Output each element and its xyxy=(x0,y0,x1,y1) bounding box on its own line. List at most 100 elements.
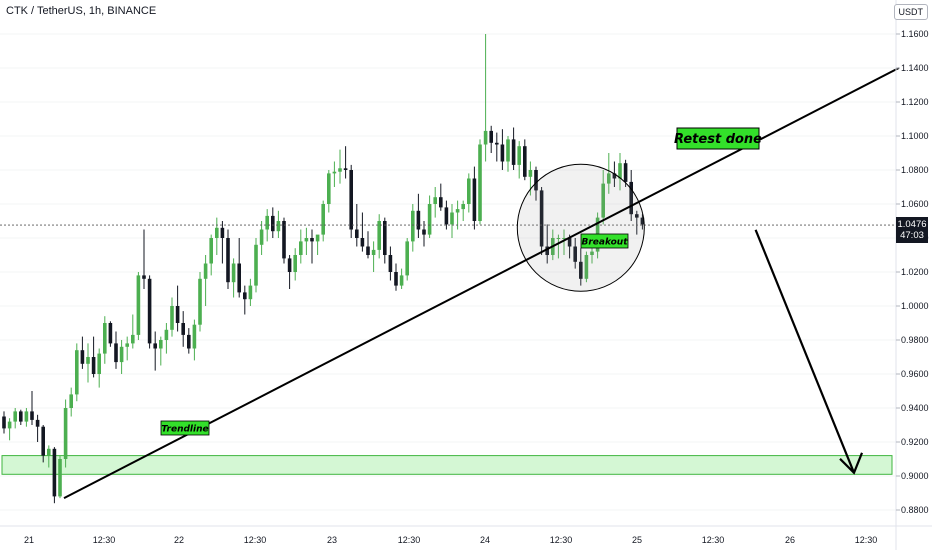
candle-body xyxy=(355,229,359,238)
candle-body xyxy=(478,144,482,221)
x-tick-label: 12:30 xyxy=(398,535,421,545)
candle xyxy=(209,234,213,276)
candle xyxy=(371,241,376,272)
y-axis-ticks: 1.1600 1.1400 1.1200 1.1000 1.0800 1.0600 1.04… xyxy=(896,29,929,515)
candle xyxy=(349,164,353,238)
candle-body xyxy=(97,353,101,374)
candle xyxy=(103,316,107,364)
candle-body xyxy=(231,263,236,283)
candle xyxy=(635,210,639,235)
candle-body xyxy=(523,146,527,177)
candle-body xyxy=(282,221,286,259)
candle-body xyxy=(607,173,611,184)
candle-body xyxy=(136,275,141,335)
candle-body xyxy=(584,255,589,279)
trendline-label: Trendline xyxy=(160,420,210,436)
candle xyxy=(467,173,471,213)
candle xyxy=(483,34,488,162)
candle xyxy=(175,285,180,332)
candle-body xyxy=(243,292,247,300)
y-tick-label: 1.1200 xyxy=(901,97,929,107)
candle-body xyxy=(164,329,169,340)
candle xyxy=(556,234,561,259)
candle-body xyxy=(528,170,533,177)
last-price-value: 1.0476 xyxy=(897,219,927,230)
currency-badge[interactable]: USDT xyxy=(893,4,928,20)
candle xyxy=(91,336,96,378)
candle xyxy=(444,200,449,230)
x-tick-label: 12:30 xyxy=(550,535,573,545)
candle-body xyxy=(276,221,281,232)
candle xyxy=(366,231,370,259)
candle-body xyxy=(371,249,376,255)
last-price-tag: 1.0476 47:03 xyxy=(896,217,928,243)
candle-body xyxy=(91,357,96,374)
candle-body xyxy=(142,275,146,279)
candle-body xyxy=(327,173,331,204)
candle-body xyxy=(495,142,499,145)
candle-body xyxy=(534,170,538,191)
y-tick-label: 1.1400 xyxy=(901,63,929,73)
candle-body xyxy=(119,346,124,363)
candle xyxy=(640,214,645,230)
candle-body xyxy=(69,394,73,408)
candle-body xyxy=(612,173,617,179)
candle-body xyxy=(567,238,572,247)
candle xyxy=(321,200,325,242)
candle xyxy=(315,234,320,255)
candle xyxy=(478,139,482,225)
candle xyxy=(231,258,236,298)
candle-body xyxy=(405,241,409,276)
candle xyxy=(254,238,258,293)
candle xyxy=(506,136,510,172)
candle-body xyxy=(30,411,34,420)
candle xyxy=(411,204,415,252)
y-tick-label: 1.1600 xyxy=(901,29,929,39)
candle xyxy=(299,229,303,264)
candle xyxy=(2,411,6,434)
candle xyxy=(47,445,51,468)
candle-body xyxy=(192,324,197,349)
candle xyxy=(327,170,331,213)
candle xyxy=(97,348,101,388)
candle xyxy=(310,229,314,264)
candle xyxy=(114,331,118,369)
candle xyxy=(573,238,577,269)
candle xyxy=(416,193,421,238)
candle xyxy=(545,224,549,264)
candle-body xyxy=(226,238,230,283)
candle xyxy=(153,331,157,371)
candle-body xyxy=(506,139,510,162)
retest-label: Retest done xyxy=(674,127,762,150)
candle-body xyxy=(52,448,57,497)
candle-body xyxy=(399,275,404,286)
candle xyxy=(220,221,225,264)
candle xyxy=(618,153,622,191)
candle-body xyxy=(47,448,51,456)
candle xyxy=(164,323,169,354)
candle-body xyxy=(640,217,645,225)
x-axis-ticks: 21 12:30 22 12:30 23 12:30 24 12:30 25 12:30 26 12:… xyxy=(24,535,877,545)
candle-body xyxy=(500,144,505,162)
candle-body xyxy=(321,204,325,235)
candle xyxy=(304,227,309,255)
x-tick-label: 24 xyxy=(480,535,490,545)
candle-body xyxy=(299,241,303,255)
candle-body xyxy=(539,190,544,247)
candle-body xyxy=(579,261,583,279)
candle-body xyxy=(450,212,454,225)
candle-body xyxy=(35,419,40,427)
candle-body xyxy=(147,278,152,344)
candle xyxy=(13,408,17,429)
candle-body xyxy=(254,244,258,286)
candle xyxy=(159,336,163,366)
candle xyxy=(75,343,79,402)
candle-body xyxy=(310,238,314,242)
candle xyxy=(629,170,633,221)
candle-body xyxy=(103,323,107,354)
candle xyxy=(338,149,342,184)
candle xyxy=(601,170,605,225)
y-tick-label: 0.8800 xyxy=(901,505,929,515)
candle xyxy=(607,153,611,194)
